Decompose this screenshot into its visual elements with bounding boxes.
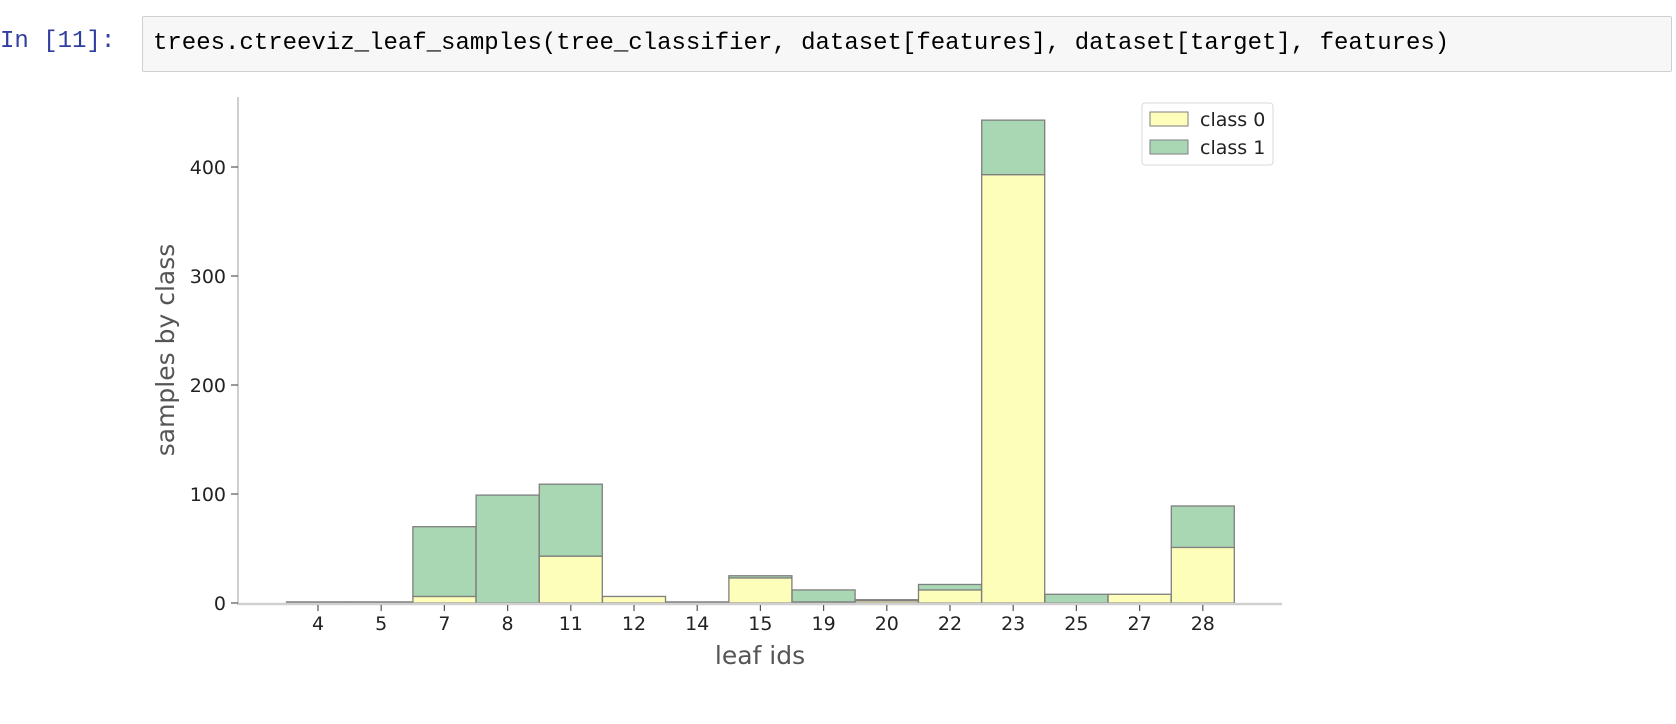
bar-leaf-19-class1	[791, 589, 856, 603]
bar-leaf-12-class0	[601, 595, 667, 604]
code-cell-input[interactable]: trees.ctreeviz_leaf_samples(tree_classif…	[142, 16, 1672, 72]
bar-leaf-25-class1	[1044, 593, 1109, 604]
y-tick-label-0: 0	[214, 593, 226, 615]
y-axis-label: samples by class	[151, 244, 180, 457]
bar-leaf-22-class1	[917, 583, 983, 591]
bar-leaf-23-class1	[981, 119, 1046, 176]
bar-leaf-28-class1	[1170, 505, 1235, 549]
legend-swatch-class1	[1149, 139, 1189, 155]
x-tick-label-12: 12	[622, 613, 646, 635]
bar-leaf-23-class0	[981, 173, 1046, 604]
legend-label-class0: class 0	[1200, 109, 1265, 131]
y-tick-label-200: 200	[190, 375, 226, 397]
x-tick-label-27: 27	[1128, 613, 1152, 635]
x-tick-label-23: 23	[1001, 613, 1025, 635]
bar-leaf-22-class0	[917, 589, 983, 604]
legend-label-class1: class 1	[1200, 137, 1265, 159]
y-tick-label-100: 100	[190, 484, 226, 506]
bar-leaf-7-class1	[412, 526, 477, 598]
bar-leaf-28-class0	[1170, 546, 1235, 604]
y-ticks-group: 0 100 200 300 400	[190, 157, 238, 615]
x-tick-label-25: 25	[1064, 613, 1088, 635]
legend-swatch-class0	[1149, 111, 1189, 127]
x-tick-label-5: 5	[375, 613, 387, 635]
x-tick-label-7: 7	[438, 613, 450, 635]
bars-group	[285, 119, 1235, 604]
bar-leaf-11-class1	[538, 483, 603, 557]
x-tick-label-19: 19	[812, 613, 836, 635]
bar-leaf-27-class0	[1107, 593, 1172, 604]
cell-prompt: In [11]:	[0, 28, 116, 55]
bar-leaf-20-class1	[854, 599, 919, 602]
y-tick-label-400: 400	[190, 157, 226, 179]
x-tick-label-15: 15	[748, 613, 772, 635]
code-text: trees.ctreeviz_leaf_samples(tree_classif…	[153, 30, 1450, 57]
x-tick-label-20: 20	[875, 613, 899, 635]
x-tick-label-22: 22	[938, 613, 962, 635]
x-tick-label-14: 14	[685, 613, 709, 635]
leaf-samples-chart: 0 100 200 300 400 4 5 7 8 11 12 14 15 19 20 22 23 25 27 28…	[151, 97, 1282, 670]
bar-leaf-11-class0	[538, 555, 603, 604]
x-ticks-group: 4 5 7 8 11 12 14 15 19 20 22 23 25 27 28	[312, 605, 1215, 635]
x-tick-label-11: 11	[559, 613, 583, 635]
bar-leaf-7-class0	[412, 595, 477, 604]
bar-leaf-15-class0	[728, 577, 793, 604]
x-axis-label: leaf ids	[715, 641, 805, 670]
y-tick-label-300: 300	[190, 266, 226, 288]
x-tick-label-8: 8	[502, 613, 514, 635]
bar-leaf-8-class1	[475, 494, 540, 604]
legend: class 0 class 1	[1141, 102, 1274, 166]
x-tick-label-28: 28	[1191, 613, 1215, 635]
bar-leaf-15-class1	[728, 575, 793, 579]
x-tick-label-4: 4	[312, 613, 324, 635]
